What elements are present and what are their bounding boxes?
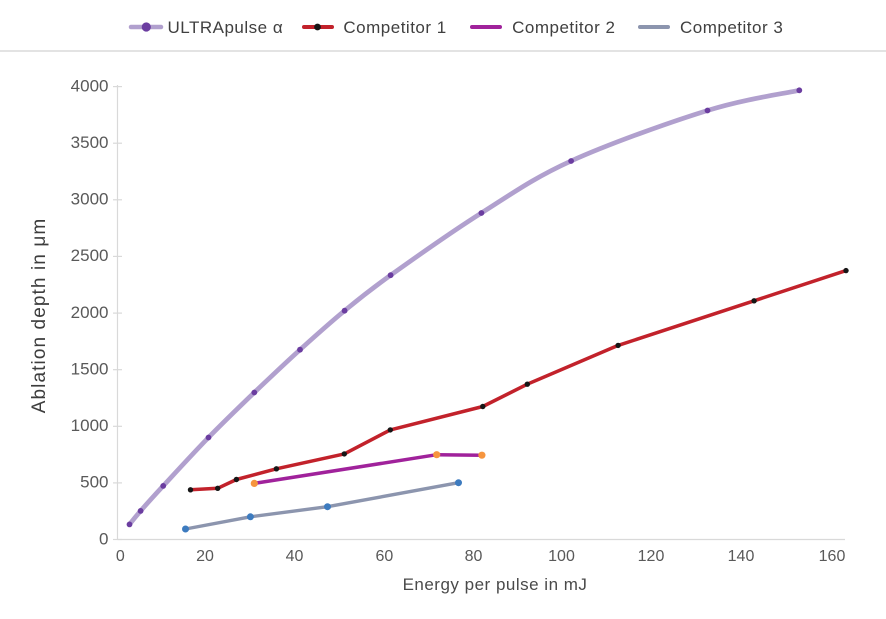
svg-text:2000: 2000 — [71, 303, 109, 322]
svg-text:1500: 1500 — [71, 360, 109, 379]
svg-text:Competitor 1: Competitor 1 — [343, 18, 446, 37]
svg-text:3000: 3000 — [71, 190, 109, 209]
svg-text:Energy per pulse in mJ: Energy per pulse in mJ — [403, 575, 588, 594]
svg-text:Competitor 2: Competitor 2 — [512, 18, 615, 37]
svg-text:0: 0 — [116, 548, 125, 565]
svg-text:40: 40 — [286, 548, 304, 565]
svg-text:500: 500 — [80, 473, 108, 492]
svg-text:120: 120 — [638, 548, 665, 565]
svg-text:3500: 3500 — [71, 133, 109, 152]
svg-text:4000: 4000 — [71, 76, 109, 95]
svg-text:2500: 2500 — [71, 246, 109, 265]
svg-text:ULTRApulse α: ULTRApulse α — [168, 18, 284, 37]
svg-text:100: 100 — [548, 548, 575, 565]
svg-text:20: 20 — [196, 548, 214, 565]
svg-text:Ablation depth in μm: Ablation depth in μm — [29, 218, 50, 414]
svg-text:Competitor 3: Competitor 3 — [680, 18, 783, 37]
svg-text:140: 140 — [728, 548, 755, 565]
svg-text:1000: 1000 — [71, 416, 109, 435]
svg-text:60: 60 — [376, 548, 394, 565]
svg-text:160: 160 — [819, 548, 846, 565]
svg-text:0: 0 — [99, 529, 108, 548]
svg-text:80: 80 — [465, 548, 483, 565]
